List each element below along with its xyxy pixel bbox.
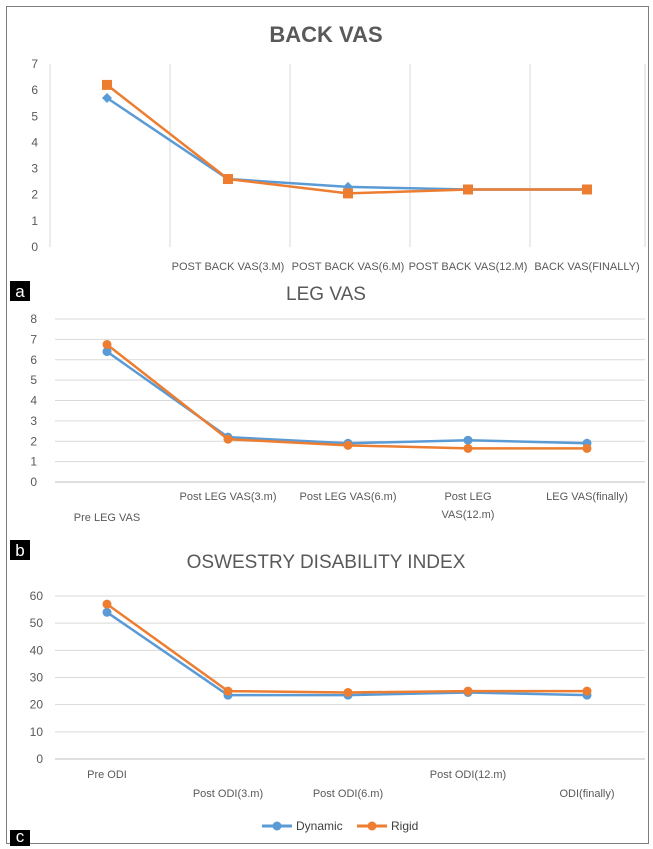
- x-tick-label: ODI(finally): [559, 788, 614, 800]
- series-line-dynamic: [106, 611, 588, 697]
- legend-marker-rigid: [367, 821, 377, 831]
- x-tick-label: Post LEG VAS(6.m): [300, 491, 397, 503]
- y-tick-label: 7: [30, 332, 37, 346]
- data-point-rigid: [463, 184, 473, 195]
- panel-label-box: [10, 830, 30, 846]
- legend: Dynamic Rigid: [262, 819, 418, 833]
- y-tick-label: 20: [30, 698, 44, 712]
- data-point-dynamic: [102, 92, 112, 103]
- data-point-rigid: [463, 686, 473, 696]
- chart-title: OSWESTRY DISABILITY INDEX: [187, 552, 466, 573]
- legend-label-dynamic: Dynamic: [296, 819, 343, 833]
- back-vas-chart: BACK VAS 0 1 2 3 4 5 6 7 POST BACK VAS(3.M) POST B…: [10, 22, 646, 301]
- legend-label-rigid: Rigid: [391, 819, 418, 833]
- x-tick-label: POST BACK VAS(12.M): [409, 261, 528, 273]
- data-point-rigid: [102, 79, 112, 90]
- y-tick-label: 4: [31, 135, 38, 149]
- x-tick-label: Post LEG VAS(12.m): [442, 491, 495, 521]
- y-tick-label: 6: [30, 353, 37, 367]
- x-tick-label: BACK VAS(FINALLY): [534, 261, 639, 273]
- y-tick-label: 1: [31, 214, 38, 228]
- x-tick-label: Post LEG VAS(3.m): [180, 491, 277, 503]
- data-point-rigid: [102, 599, 112, 609]
- series-line-dynamic: [106, 96, 587, 191]
- y-tick-label: 1: [30, 455, 37, 469]
- y-tick-label: 3: [30, 414, 37, 428]
- panel-label: b: [15, 541, 24, 560]
- data-point-rigid: [463, 443, 473, 453]
- odi-chart: OSWESTRY DISABILITY INDEX 0 10 20 30 40 50 60 Pr…: [10, 552, 645, 846]
- data-point-dynamic: [102, 347, 112, 357]
- x-tick-label: Post ODI(3.m): [193, 788, 263, 800]
- y-tick-label: 8: [30, 312, 37, 326]
- y-tick-label: 6: [31, 83, 38, 97]
- series-line-rigid: [106, 83, 587, 195]
- y-tick-label: 40: [30, 643, 44, 657]
- y-tick-label: 5: [31, 109, 38, 123]
- data-point-rigid: [223, 174, 233, 185]
- data-point-rigid: [582, 686, 592, 696]
- x-tick-label: Pre ODI: [87, 769, 127, 781]
- panel-label-box: [10, 540, 30, 560]
- figure-frame: [6, 6, 649, 844]
- x-tick-label: Post ODI(12.m): [430, 769, 506, 781]
- data-point-rigid: [223, 686, 233, 696]
- x-tick-label: LEG VAS(finally): [546, 491, 628, 503]
- data-point-dynamic: [463, 435, 473, 445]
- chart-title: BACK VAS: [269, 22, 382, 47]
- legend-marker-dynamic: [272, 821, 282, 831]
- x-tick-label: POST BACK VAS(6.M): [292, 261, 405, 273]
- data-point-rigid: [343, 188, 353, 199]
- y-tick-label: 5: [30, 373, 37, 387]
- data-point-rigid: [582, 184, 592, 195]
- data-point-dynamic: [102, 607, 112, 617]
- panel-label: a: [15, 282, 25, 301]
- y-tick-label: 3: [31, 162, 38, 176]
- series-line-rigid: [106, 603, 587, 694]
- y-tick-label: 0: [31, 240, 38, 254]
- data-point-rigid: [343, 440, 353, 450]
- y-tick-label: 4: [30, 394, 37, 408]
- y-tick-label: 10: [30, 725, 44, 739]
- y-tick-label: 50: [30, 616, 44, 630]
- y-tick-label: 0: [30, 475, 37, 489]
- data-point-rigid: [102, 339, 112, 349]
- x-tick-label: Post ODI(6.m): [313, 788, 383, 800]
- x-tick-label: POST BACK VAS(3.M): [172, 261, 285, 273]
- y-tick-label: 2: [30, 434, 37, 448]
- panel-label-box: [10, 281, 30, 301]
- x-tick-label: Pre LEG VAS: [74, 512, 140, 524]
- data-point-rigid: [582, 443, 592, 453]
- y-tick-label: 2: [31, 188, 38, 202]
- panel-label: c: [16, 827, 25, 846]
- leg-vas-chart: LEG VAS 0 1 2 3 4 5 6 7 8 Pre LEG VAS Post LEG VAS(…: [10, 284, 645, 560]
- data-point-rigid: [223, 434, 233, 444]
- y-tick-label: 30: [30, 671, 44, 685]
- y-tick-label: 60: [30, 589, 44, 603]
- y-tick-label: 0: [36, 752, 43, 766]
- series-line-dynamic: [106, 350, 588, 445]
- y-tick-label: 7: [31, 57, 38, 71]
- data-point-rigid: [343, 687, 353, 697]
- chart-title: LEG VAS: [286, 284, 366, 305]
